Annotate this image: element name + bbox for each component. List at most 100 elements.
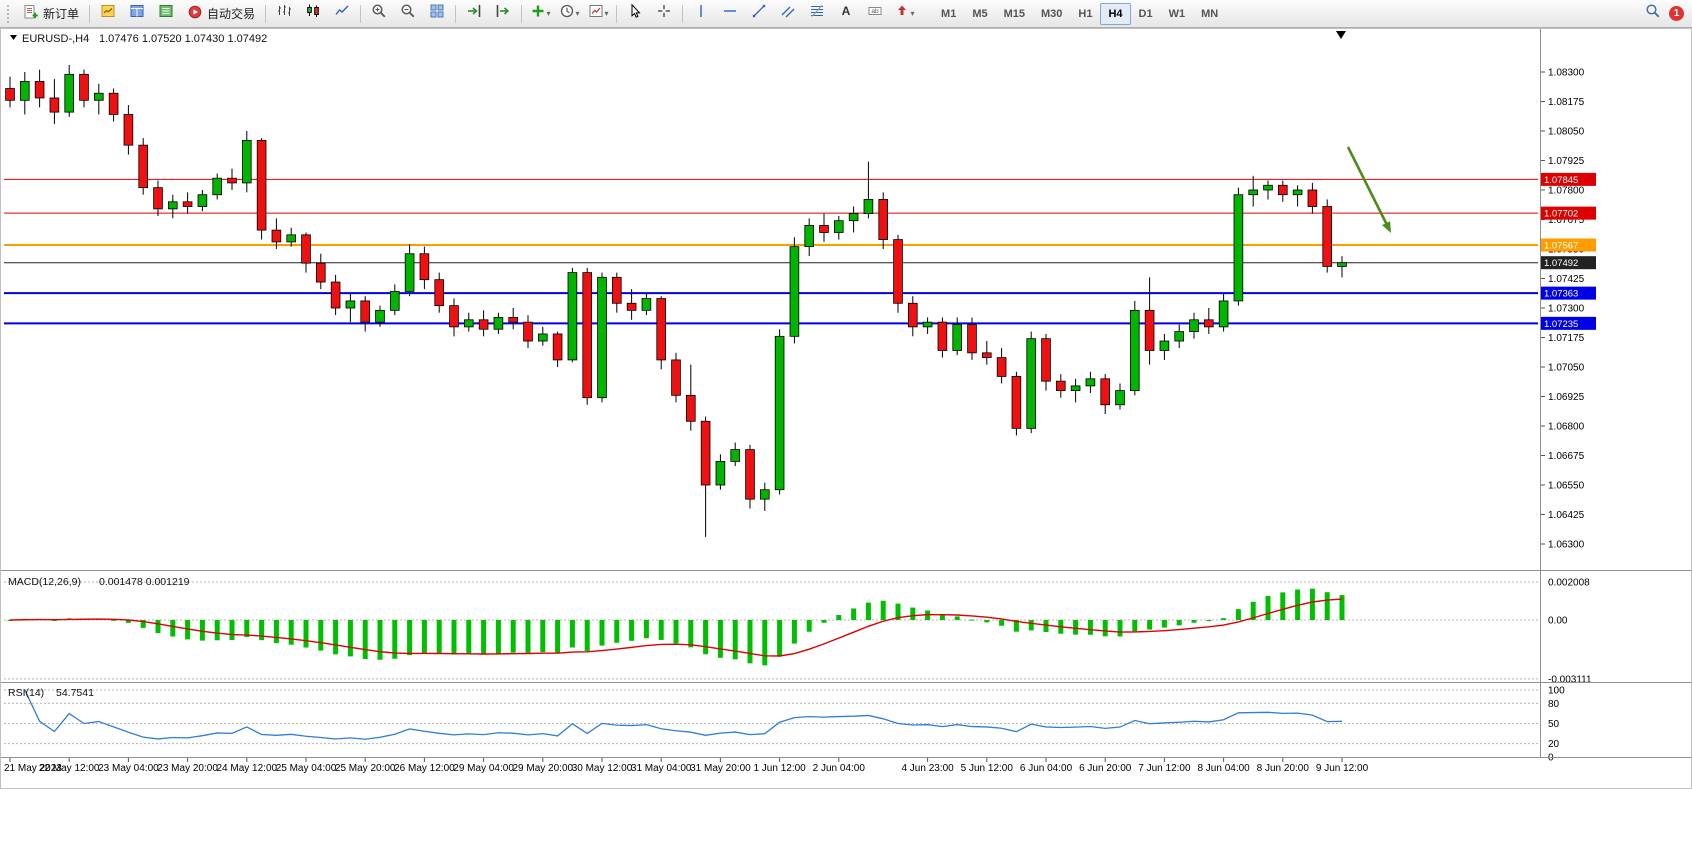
time-tick-label: 23 May 04:00 xyxy=(98,763,159,774)
chart-menu-arrow-icon[interactable] xyxy=(10,35,17,40)
trendline-button[interactable] xyxy=(745,2,773,26)
candle-body xyxy=(656,298,666,361)
price-tick-label: 1.06300 xyxy=(1548,540,1585,551)
horizontal-line-objects[interactable] xyxy=(4,178,1538,325)
timeframe-d1[interactable]: D1 xyxy=(1138,7,1153,20)
candle-body xyxy=(1070,385,1081,392)
tile-windows-button[interactable] xyxy=(423,2,451,26)
timeframe-m5[interactable]: M5 xyxy=(972,7,988,20)
candle-body xyxy=(138,144,149,189)
text-icon: A xyxy=(838,3,854,24)
rsi-label: RSI(14) xyxy=(8,687,44,699)
candle-body xyxy=(1337,262,1347,267)
fibonacci-button[interactable] xyxy=(803,2,831,26)
chart-background xyxy=(0,28,1692,789)
candle-body xyxy=(167,201,178,210)
price-tick-label: 1.06800 xyxy=(1548,422,1585,433)
candle-body xyxy=(789,246,800,337)
cursor-button[interactable] xyxy=(621,2,649,26)
candle-body xyxy=(478,319,489,330)
macd-histogram-bar xyxy=(259,620,265,641)
timeframe-m30[interactable]: M30 xyxy=(1041,7,1063,20)
arrows-icon xyxy=(894,3,910,24)
price-tag xyxy=(1541,256,1596,270)
macd-signal-line xyxy=(9,598,1343,657)
timeframe-h4[interactable]: H4 xyxy=(1100,2,1131,25)
time-tick-label: 29 May 04:00 xyxy=(453,763,514,774)
candle-body xyxy=(404,253,415,292)
price-tick-label: 1.06675 xyxy=(1548,451,1585,462)
candle-body xyxy=(760,489,770,500)
notification-badge[interactable]: 1 xyxy=(1669,6,1684,21)
candle-body xyxy=(49,97,60,113)
macd-histogram-bar xyxy=(1132,620,1138,632)
price-tag-label: 1.07363 xyxy=(1544,289,1578,300)
macd-histogram-bar xyxy=(1339,595,1345,620)
candle-body xyxy=(360,300,370,323)
templates-button[interactable]: ▾ xyxy=(584,2,612,26)
auto-scroll-button[interactable] xyxy=(460,2,488,26)
arrows-button[interactable]: ▾ xyxy=(890,2,918,26)
timeframe-h1[interactable]: H1 xyxy=(1078,7,1093,20)
time-tick-label: 25 May 20:00 xyxy=(335,763,396,774)
macd-histogram-bar xyxy=(273,620,279,644)
macd-histogram-bar xyxy=(1013,620,1019,632)
chart-shift-button[interactable] xyxy=(489,2,517,26)
candle-body xyxy=(1292,189,1303,196)
macd-histogram-bar xyxy=(658,620,664,640)
time-tick-label: 2 Jun 04:00 xyxy=(813,763,866,774)
text-label-button[interactable]: ab xyxy=(861,2,889,26)
price-tag-label: 1.07702 xyxy=(1544,209,1578,220)
search-icon[interactable] xyxy=(1645,3,1661,24)
indicators-button[interactable]: ▾ xyxy=(526,2,554,26)
candle-body xyxy=(389,291,400,311)
macd-histogram-bar xyxy=(170,620,176,637)
zoom-out-button[interactable] xyxy=(394,2,422,26)
macd-histogram-bar xyxy=(821,620,827,623)
channel-button[interactable] xyxy=(774,2,802,26)
data-window-button[interactable] xyxy=(123,2,151,26)
vertical-line-button[interactable] xyxy=(687,2,715,26)
timeframe-mn[interactable]: MN xyxy=(1201,7,1219,20)
candle-body xyxy=(1174,331,1185,342)
macd-histogram-bar xyxy=(999,620,1005,626)
separator xyxy=(455,4,457,23)
text-button[interactable]: A xyxy=(832,2,860,26)
navigator-button[interactable] xyxy=(152,2,180,26)
macd-histogram-bar xyxy=(333,620,339,655)
candle-body xyxy=(1322,206,1333,267)
candle-body xyxy=(1011,376,1022,429)
timeframe-w1[interactable]: W1 xyxy=(1168,7,1186,20)
toolbar-grip[interactable] xyxy=(7,4,13,23)
chevron-down-icon: ▾ xyxy=(604,9,609,18)
timeframe-m1[interactable]: M1 xyxy=(941,7,957,20)
price-tag-label: 1.07235 xyxy=(1544,319,1578,330)
macd-histogram-bar xyxy=(865,602,871,620)
crosshair-button[interactable] xyxy=(650,2,678,26)
macd-histogram-bar xyxy=(703,620,709,655)
separator xyxy=(521,4,523,23)
market-watch-button[interactable] xyxy=(94,2,122,26)
rsi-scale-label: 20 xyxy=(1548,739,1560,750)
chart-shift-marker[interactable] xyxy=(1336,31,1346,39)
horizontal-line-button[interactable] xyxy=(716,2,744,26)
navigator-icon xyxy=(158,3,174,24)
macd-histogram-bar xyxy=(836,615,842,620)
periods-button[interactable]: ▾ xyxy=(555,2,583,26)
zoom-in-button[interactable] xyxy=(365,2,393,26)
macd-histogram-bar xyxy=(244,620,250,638)
new-order-button[interactable]: 新订单 xyxy=(17,2,85,26)
annotations[interactable] xyxy=(1336,31,1391,233)
bar-chart-button[interactable] xyxy=(270,2,298,26)
timeframe-m15[interactable]: M15 xyxy=(1003,7,1025,20)
line-chart-button[interactable] xyxy=(328,2,356,26)
rsi-scale-label: 100 xyxy=(1548,686,1565,697)
macd-histogram-bar xyxy=(377,620,383,660)
candlestick-chart-button[interactable] xyxy=(299,2,327,26)
time-tick-label: 4 Jun 23:00 xyxy=(901,763,954,774)
auto-trading-button[interactable]: 自动交易 xyxy=(181,2,261,26)
candle-body xyxy=(34,81,45,99)
macd-histogram-bar xyxy=(111,619,117,621)
trend-arrow-object[interactable] xyxy=(1346,146,1390,229)
